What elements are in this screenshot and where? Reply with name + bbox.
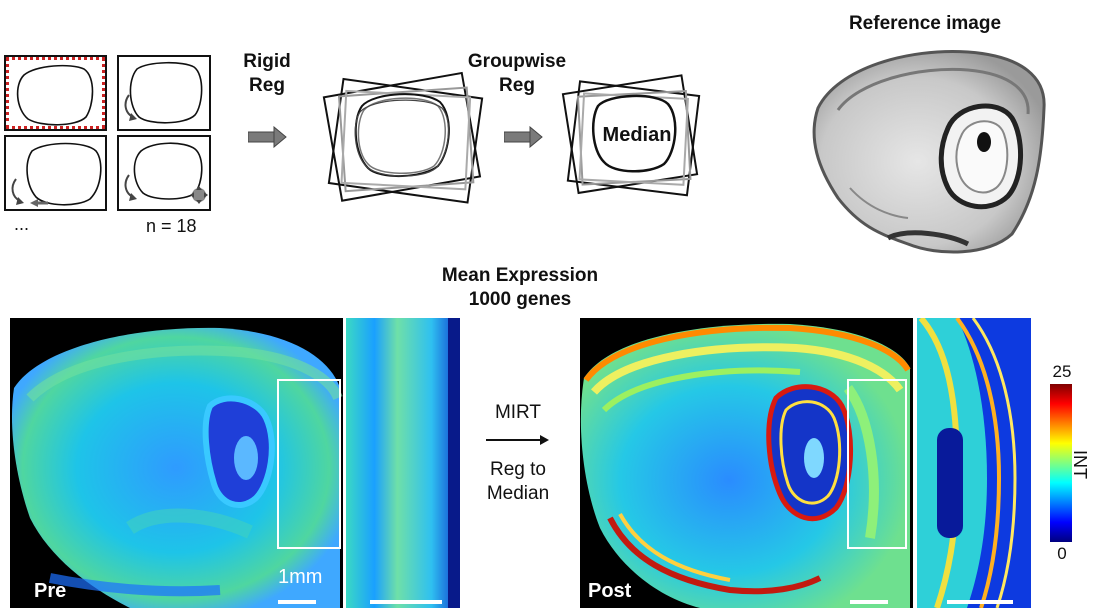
rotate-arrow-icon [124,174,134,198]
arrow-right-icon [248,126,287,148]
scale-bar [850,600,888,604]
slice-tile-2 [117,55,211,131]
slice-outline-1 [16,64,94,126]
rigid-reg-label: Rigid Reg [243,51,291,96]
slice-outline-2 [124,61,203,124]
colorbar-axis-label: INT [1070,450,1090,479]
slice-outline-3 [11,142,102,207]
rigid-stack-diagram [322,71,484,204]
move-icon [190,186,208,204]
scale-bar [947,600,1013,604]
reference-image [812,50,1046,254]
slice-outline-4 [124,142,208,204]
median-label: Median [602,124,672,146]
slice-tile-4 [117,135,211,211]
colorbar-min-label: 0 [1057,544,1067,563]
scale-bar [278,600,316,604]
n-count-label: n = 18 [146,216,197,236]
pre-heatmap-panel [10,318,343,608]
scale-bar [370,600,442,604]
arrow-right-icon [504,126,543,148]
post-heatmap-panel [580,318,913,608]
post-label: Post [588,580,632,602]
slice-tile-3 [4,135,107,211]
reg-to-median-label: Reg to Median [486,459,550,504]
ellipsis-label: ... [14,214,30,234]
colorbar [1050,384,1072,542]
roi-box [847,379,907,549]
post-zoom-panel [917,318,1031,608]
mirt-label: MIRT [494,402,542,423]
pre-zoom-panel [346,318,460,608]
slice-tile-1 [4,55,107,131]
median-stack-diagram [561,74,701,197]
rotate-arrow-icon [11,178,21,202]
mean-expression-title: Mean Expression 1000 genes [441,265,599,310]
roi-box [277,379,341,549]
arrow-right-icon [486,435,549,445]
scale-label: 1mm [278,566,323,588]
pre-label: Pre [34,580,67,602]
colorbar-max-label: 25 [1052,362,1072,381]
reference-image-title: Reference image [848,13,1002,34]
groupwise-reg-label: Groupwise Reg [467,51,567,96]
